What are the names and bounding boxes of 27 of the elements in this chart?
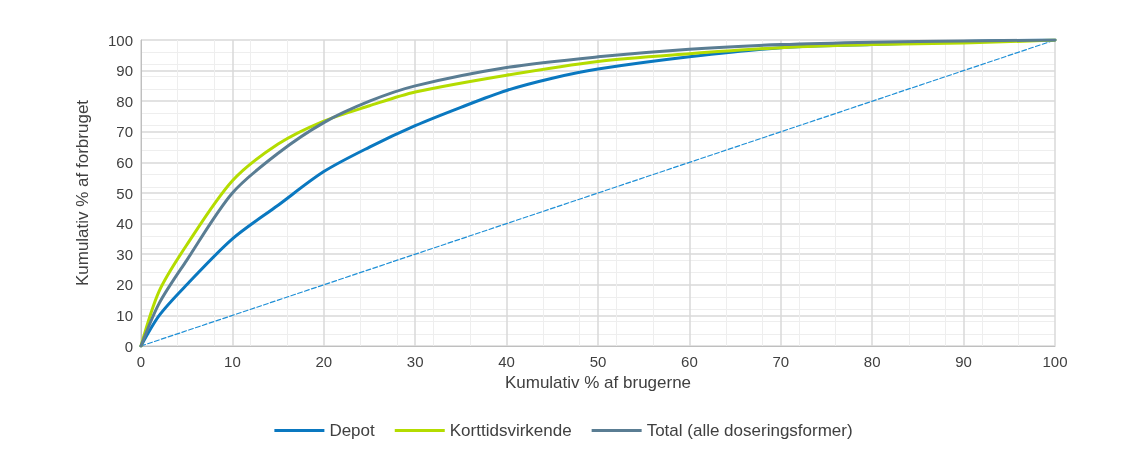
y-tick-label: 40 — [116, 215, 133, 233]
x-tick-label: 50 — [589, 353, 607, 370]
y-tick-label: 20 — [116, 276, 133, 294]
x-tick-label: 60 — [681, 353, 698, 370]
y-axis-title: Kumulativ % af forbruget — [73, 99, 92, 287]
legend-label: Depot — [329, 421, 376, 440]
x-tick-label: 70 — [772, 353, 790, 370]
x-tick-label: 0 — [136, 353, 146, 370]
y-tick-label: 60 — [116, 153, 133, 171]
y-tick-label: 10 — [116, 306, 133, 324]
x-tick-label: 40 — [498, 353, 515, 370]
y-tick-label: 0 — [124, 337, 133, 355]
x-axis-title: Kumulativ % af brugerne — [504, 372, 692, 392]
y-tick-label: 100 — [107, 31, 133, 49]
y-tick-label: 90 — [116, 62, 133, 80]
x-tick-label: 10 — [224, 353, 241, 370]
y-tick-label: 70 — [116, 123, 133, 141]
x-tick-label: 30 — [406, 353, 424, 370]
y-tick-label: 80 — [116, 92, 133, 110]
x-tick-label: 80 — [863, 353, 881, 370]
x-tick-label: 90 — [955, 353, 972, 370]
y-tick-label: 30 — [116, 245, 133, 263]
legend-label: Total (alle doseringsformer) — [646, 421, 853, 440]
legend-label: Korttidsvirkende — [449, 421, 572, 440]
x-tick-label: 20 — [315, 353, 333, 370]
x-tick-label: 100 — [1042, 353, 1068, 370]
y-tick-label: 50 — [116, 184, 133, 202]
